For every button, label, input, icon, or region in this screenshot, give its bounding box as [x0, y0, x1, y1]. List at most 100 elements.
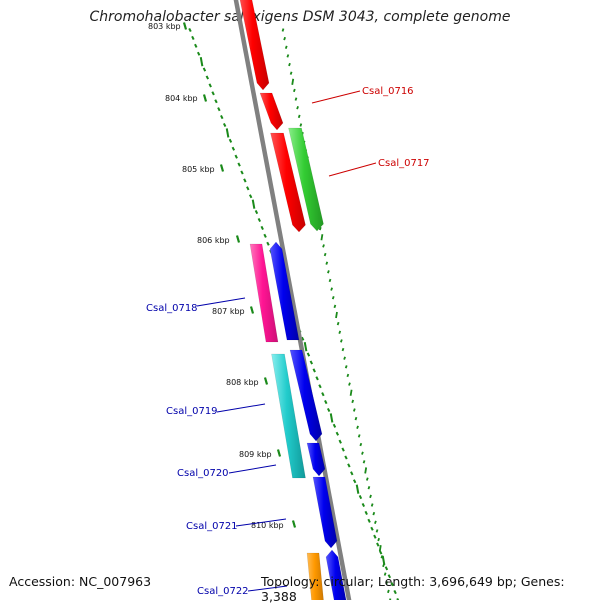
- ruler-dot: [352, 479, 357, 484]
- ruler-dot: [336, 321, 340, 326]
- ruler-dot: [382, 563, 385, 568]
- gene-arrow: [239, 0, 270, 91]
- ruler-dot: [225, 128, 230, 138]
- kbp-ticks: 803 kbp 804 kbp 805 kbp 806 kbp 807 kbp 808 k…: [148, 22, 297, 530]
- gene-arrow: [306, 552, 324, 600]
- kbp-tick-mark: [249, 306, 255, 314]
- ruler-dot: [254, 210, 259, 215]
- gene-labels: Csal_0716 Csal_0717 Csal_0718 Csal_0719 Csal…: [146, 86, 430, 597]
- ruler-dot: [309, 360, 314, 365]
- ruler-dot: [341, 447, 345, 452]
- ruler-dot: [288, 62, 291, 67]
- ruler-dot: [330, 287, 333, 291]
- ruler-dot: [344, 455, 348, 460]
- ruler-dot: [378, 550, 383, 555]
- ruler-dot: [370, 503, 374, 507]
- ruler-dot: [214, 99, 218, 104]
- ruler-dot: [293, 88, 296, 93]
- gene-label: Csal_0721: [186, 521, 238, 532]
- gene-arrow: [259, 92, 284, 131]
- gene-leader-line: [235, 518, 287, 527]
- ruler-dot: [380, 555, 384, 559]
- ruler-dot: [348, 382, 351, 386]
- ruler-dot: [350, 471, 354, 476]
- ruler-dot: [385, 581, 389, 585]
- ruler-dot: [315, 376, 319, 381]
- gene-leader-line: [196, 297, 246, 307]
- ruler-dot: [296, 106, 299, 110]
- ruler-dot: [332, 423, 337, 428]
- ruler-dot: [343, 356, 346, 360]
- kbp-tick-mark: [291, 520, 297, 528]
- ruler-dot: [283, 36, 286, 41]
- ruler-dot: [358, 495, 363, 500]
- ruler-dot: [349, 389, 353, 396]
- kbp-tick-label: 803 kbp: [148, 22, 181, 31]
- ruler-dot: [328, 278, 332, 283]
- ruler-dot: [344, 365, 348, 369]
- ruler-dot: [286, 54, 290, 58]
- ruler-dot: [355, 484, 360, 494]
- map-title: Chromohalobacter salexigens DSM 3043, co…: [89, 9, 511, 25]
- ruler-dot: [390, 582, 394, 587]
- ruler-dot: [257, 217, 262, 223]
- gene-features: [239, 0, 347, 600]
- kbp-tick-label: 809 kbp: [239, 450, 272, 459]
- gene-leader-line: [216, 403, 266, 413]
- gene-arrow: [289, 349, 323, 442]
- gene-arrow: [271, 353, 306, 479]
- ruler-dot: [387, 589, 390, 594]
- inner-dotted-ruler: [281, 28, 392, 600]
- ruler-dot: [356, 425, 359, 429]
- gene-leader-line: [228, 464, 277, 474]
- ruler-dot: [367, 486, 371, 490]
- ruler-dot: [312, 368, 316, 373]
- ruler-dot: [326, 407, 331, 413]
- ruler-dot: [354, 416, 358, 421]
- kbp-tick-label: 807 kbp: [212, 307, 245, 316]
- genome-backbone: [233, 0, 352, 600]
- ruler-dot: [361, 451, 364, 455]
- ruler-dot: [284, 45, 288, 49]
- kbp-tick-mark: [235, 235, 241, 243]
- ruler-dot: [318, 226, 322, 231]
- ruler-dot: [289, 71, 293, 75]
- ruler-dot: [202, 67, 207, 72]
- ruler-dot: [240, 170, 244, 175]
- ruler-dot: [384, 566, 389, 571]
- ruler-dot: [367, 518, 371, 523]
- ruler-dot: [335, 311, 338, 319]
- gene-arrow: [269, 241, 300, 341]
- ruler-dot: [375, 529, 379, 533]
- ruler-dot: [263, 233, 267, 238]
- ruler-dot: [294, 97, 298, 101]
- accession-text: Accession: NC_007963: [9, 574, 152, 589]
- ruler-dot: [318, 384, 322, 389]
- gene-arrow: [312, 476, 338, 549]
- gene-arrow: [288, 127, 324, 232]
- ruler-dot: [191, 35, 195, 40]
- gene-label: Csal_0722: [197, 586, 249, 597]
- gene-arrow: [306, 442, 326, 477]
- gene-arrow: [270, 132, 306, 233]
- ruler-dot: [378, 545, 382, 552]
- ruler-dot: [381, 555, 386, 566]
- gene-label: Csal_0716: [362, 86, 414, 97]
- ruler-dot: [376, 542, 380, 547]
- ruler-dot: [188, 27, 192, 33]
- ruler-dot: [322, 244, 325, 248]
- ruler-dot: [217, 107, 221, 112]
- ruler-dot: [303, 341, 308, 352]
- kbp-tick-label: 810 kbp: [251, 521, 284, 530]
- kbp-tick-mark: [219, 164, 225, 172]
- ruler-dot: [220, 115, 224, 120]
- ruler-dot: [346, 373, 350, 378]
- ruler-dot: [389, 598, 392, 600]
- gene-arrow: [249, 243, 279, 343]
- gene-leader-line: [328, 162, 377, 177]
- ruler-dot: [231, 146, 236, 151]
- ruler-dot: [251, 199, 256, 209]
- ruler-dot: [243, 178, 247, 183]
- ruler-dot: [260, 225, 264, 230]
- ruler-dot: [347, 463, 351, 468]
